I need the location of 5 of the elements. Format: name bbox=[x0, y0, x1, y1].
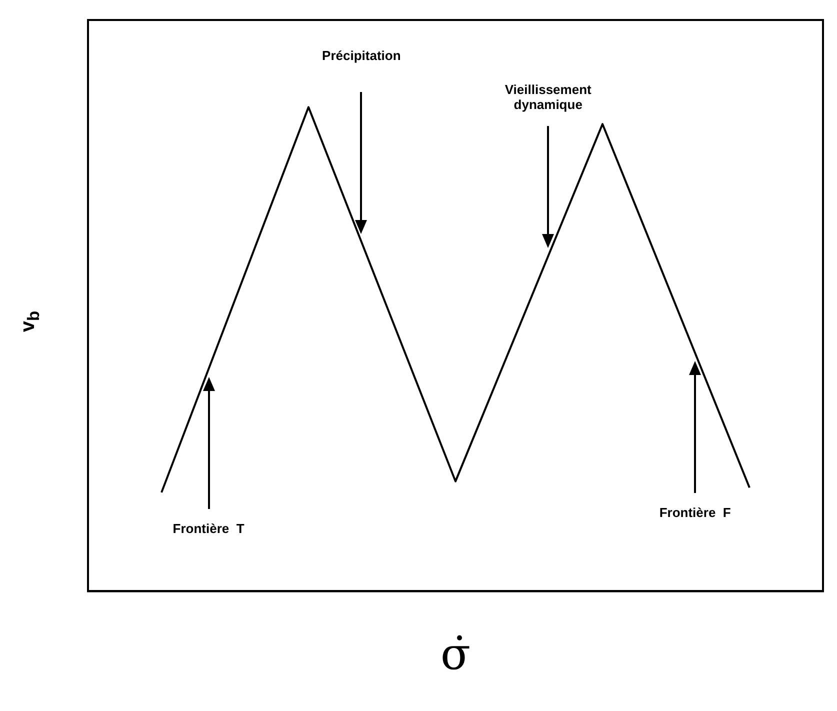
text: Précipitation bbox=[322, 48, 401, 63]
annotation: Frontière F bbox=[659, 505, 731, 520]
x-axis-title: σ̇ bbox=[440, 629, 471, 680]
annotation: Frontière T bbox=[172, 521, 244, 536]
annotation: Vieillissement dynamique bbox=[504, 82, 592, 112]
